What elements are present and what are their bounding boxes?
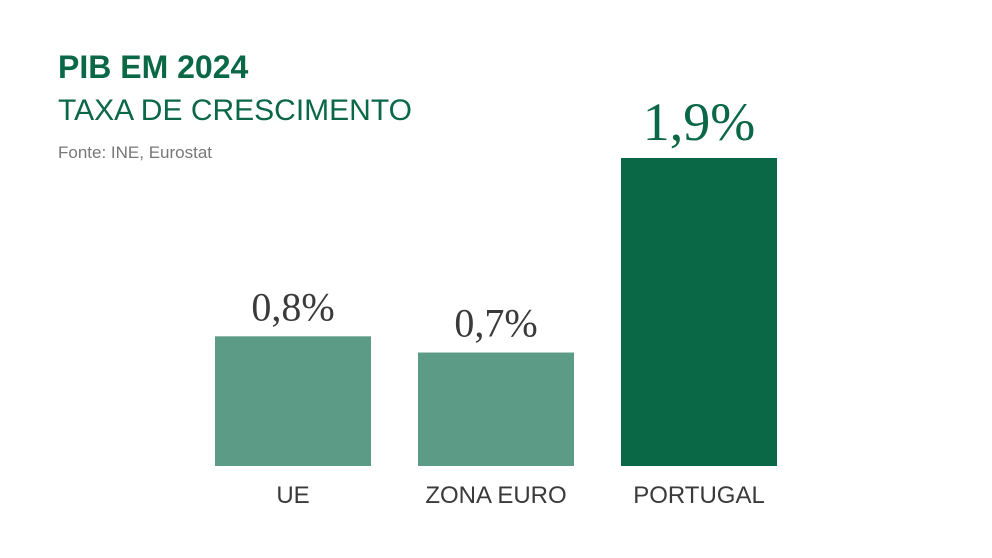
value-label: 0,8% [251, 284, 334, 329]
chart-subtitle: TAXA DE CRESCIMENTO [58, 94, 412, 127]
bar [215, 336, 371, 466]
x-tick-label: UE [276, 482, 309, 509]
bar [621, 158, 777, 466]
value-label: 0,7% [454, 301, 537, 346]
x-tick-label: PORTUGAL [633, 482, 765, 509]
x-tick-label: ZONA EURO [425, 482, 566, 509]
source-note: Fonte: INE, Eurostat [58, 143, 212, 162]
bar [418, 352, 574, 466]
value-label: 1,9% [643, 92, 755, 152]
chart-title: PIB EM 2024 [58, 49, 249, 85]
